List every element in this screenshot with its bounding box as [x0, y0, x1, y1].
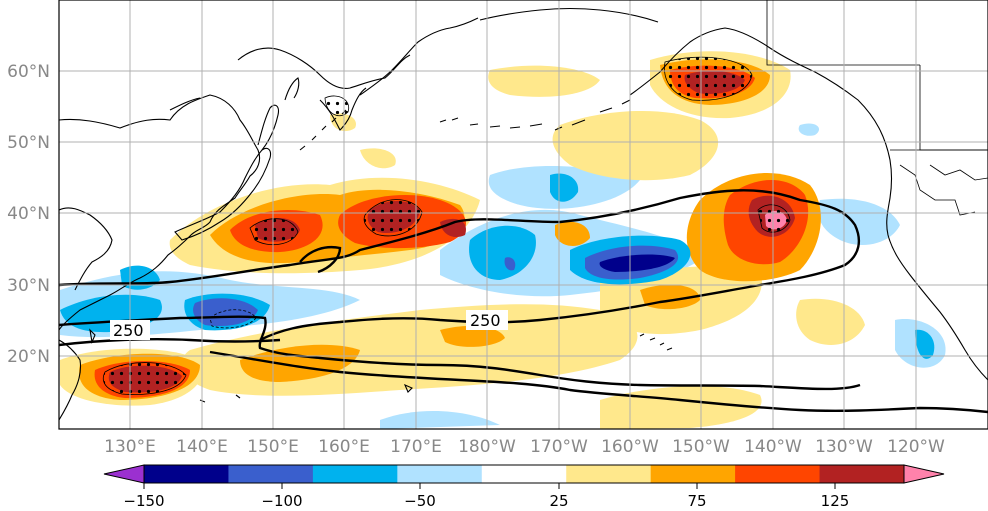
gridlines — [59, 0, 988, 429]
colorbar-tick-75: 75 — [687, 492, 706, 510]
lon-label-130e: 130°E — [104, 437, 156, 457]
lat-label-40n: 40°N — [7, 204, 50, 224]
colorbar-ticks — [143, 483, 836, 489]
country-borders — [766, 0, 988, 216]
lon-label-150e: 150°E — [247, 437, 299, 457]
significance-stippling — [102, 56, 791, 395]
colorbar-segment — [144, 465, 229, 483]
colorbar-segment — [228, 465, 314, 483]
lon-label-140e: 140°E — [176, 437, 228, 457]
lon-label-150w: 150°W — [672, 437, 730, 457]
lat-label-60n: 60°N — [7, 62, 50, 82]
lat-label-30n: 30°N — [7, 276, 50, 296]
lat-label-50n: 50°N — [7, 133, 50, 153]
colorbar-segment — [735, 465, 821, 483]
contour-label-250-west: 250 — [113, 321, 144, 340]
colorbar-segment — [481, 465, 567, 483]
coastlines — [59, 7, 988, 421]
lon-label-160e: 160°E — [318, 437, 370, 457]
colorbar-segment — [312, 465, 398, 483]
lat-label-20n: 20°N — [7, 347, 50, 367]
colorbar: −150 −100 −50 25 75 125 — [103, 464, 945, 510]
colorbar-extend-low — [104, 465, 144, 483]
colorbar-tick-125: 125 — [821, 492, 850, 510]
map-plot-area: 250 250 — [59, 0, 988, 429]
lon-label-180w: 180°W — [458, 437, 516, 457]
lon-label-170e: 170°E — [390, 437, 442, 457]
longitude-labels: 130°E 140°E 150°E 160°E 170°E 180°W 170°… — [104, 437, 945, 457]
colorbar-segment — [397, 465, 483, 483]
colorbar-segment — [650, 465, 736, 483]
colorbar-tick-neg150: −150 — [123, 492, 164, 510]
colorbar-tick-25: 25 — [549, 492, 568, 510]
colorbar-segment — [566, 465, 652, 483]
latitude-labels: 60°N 50°N 40°N 30°N 20°N — [7, 62, 50, 367]
colorbar-segment — [819, 465, 905, 483]
colorbar-extend-high — [904, 465, 944, 483]
lon-label-160w: 160°W — [601, 437, 659, 457]
colorbar-tick-neg100: −100 — [261, 492, 302, 510]
colorbar-segments — [104, 465, 944, 483]
contour-label-250-central: 250 — [470, 311, 501, 330]
lon-label-130w: 130°W — [815, 437, 873, 457]
lon-label-120w: 120°W — [887, 437, 945, 457]
lon-label-140w: 140°W — [744, 437, 802, 457]
colorbar-tick-neg50: −50 — [404, 492, 436, 510]
shading-navy — [599, 254, 675, 272]
map-frame — [58, 0, 988, 430]
lon-label-170w: 170°W — [530, 437, 588, 457]
